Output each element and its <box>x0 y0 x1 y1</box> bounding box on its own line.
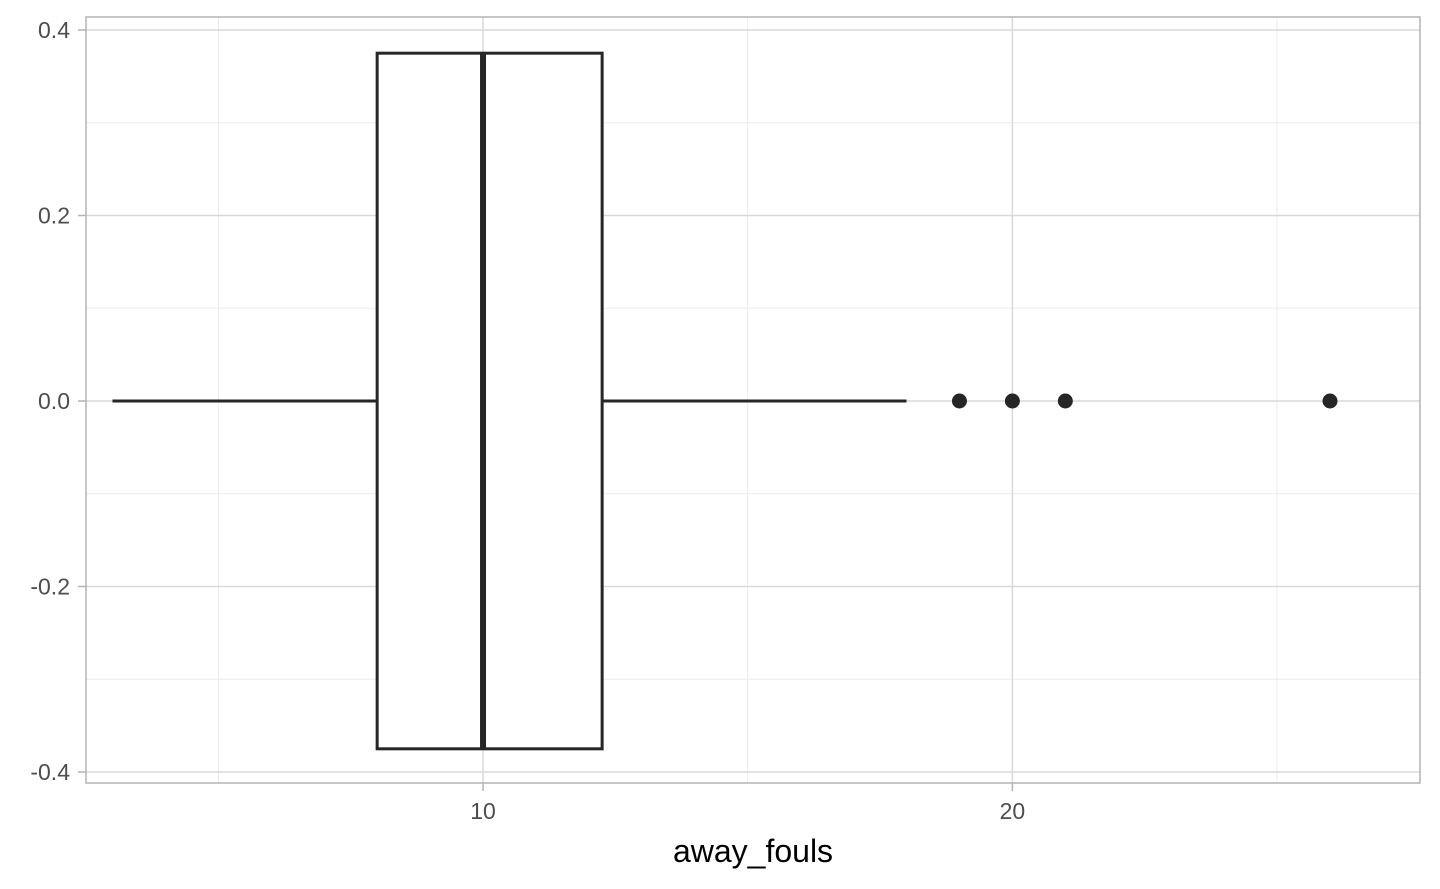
iqr-box <box>375 51 604 751</box>
y-tick-label: 0.4 <box>38 17 70 43</box>
y-tick-labels: -0.4 -0.2 0.0 0.2 0.4 <box>30 17 70 785</box>
x-tick-label: 20 <box>1000 798 1026 824</box>
y-tick-label: 0.2 <box>38 203 70 229</box>
y-tick-label: 0.0 <box>38 388 70 414</box>
outlier-point <box>1057 393 1073 409</box>
box-layer <box>112 51 907 751</box>
outlier-point <box>1004 393 1020 409</box>
y-tick-label: -0.2 <box>30 574 70 600</box>
y-tick-label: -0.4 <box>30 759 70 785</box>
outlier-point <box>951 393 967 409</box>
x-axis-title: away_fouls <box>673 833 833 869</box>
outlier-layer <box>951 393 1338 409</box>
axis-ticks <box>78 29 1014 791</box>
x-tick-labels: 10 20 <box>470 798 1025 824</box>
outlier-point <box>1322 393 1338 409</box>
panel-border <box>85 16 1421 784</box>
minor-grid <box>86 17 1420 783</box>
x-tick-label: 10 <box>470 798 496 824</box>
